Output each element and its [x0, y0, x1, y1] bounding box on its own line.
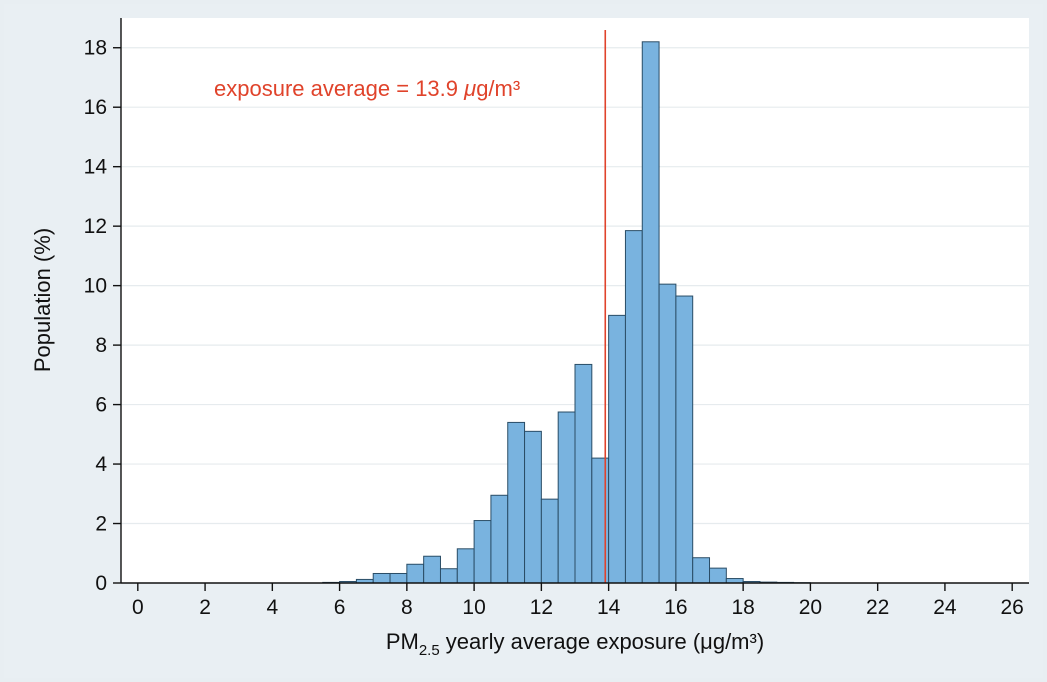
x-tick-label: 16 [664, 596, 687, 619]
y-tick-label: 14 [84, 156, 108, 179]
average-annotation: exposure average = 13.9 μg/m³ [214, 76, 520, 101]
histogram-bar [658, 283, 677, 584]
histogram-bar [641, 41, 660, 584]
x-tick-label: 18 [731, 596, 754, 619]
histogram-chart: exposure average = 13.9 μg/m³ 0246810121… [30, 18, 1029, 659]
y-tick-label: 6 [95, 394, 107, 417]
histogram-bar [692, 557, 711, 584]
x-axis-title-rest: yearly average exposure (μg/m³) [440, 629, 764, 654]
y-tick-label: 8 [95, 334, 107, 357]
histogram-bar [574, 363, 593, 584]
x-tick-label: 14 [597, 596, 621, 619]
x-ticks: 0 2 4 6 8 10 12 14 16 18 20 22 24 26 [132, 583, 1024, 619]
histogram-bar [591, 457, 610, 584]
histogram-bar [557, 411, 576, 584]
y-tick-label: 18 [84, 37, 107, 60]
x-tick-label: 12 [530, 596, 553, 619]
x-axis-title-main: PM [386, 629, 419, 654]
x-tick-label: 26 [1001, 596, 1024, 619]
histogram-bar [624, 230, 643, 584]
histogram-bar [540, 498, 559, 584]
histogram-bar [406, 563, 425, 584]
histogram-bar [423, 555, 441, 584]
x-tick-label: 0 [132, 596, 144, 619]
histogram-bar [608, 314, 626, 584]
annotation-unit-mu: μ [463, 76, 476, 101]
y-tick-label: 4 [95, 453, 107, 476]
bars [322, 41, 811, 584]
histogram-bar [507, 421, 526, 584]
x-tick-label: 8 [401, 596, 413, 619]
y-tick-label: 16 [84, 96, 107, 119]
annotation-unit-rest: g/m³ [476, 76, 520, 101]
histogram-bar [490, 494, 509, 584]
histogram-bar [389, 572, 408, 584]
y-axis-title: Population (%) [30, 228, 55, 372]
histogram-bar [675, 295, 694, 584]
y-tick-label: 10 [84, 275, 107, 298]
y-tick-label: 2 [95, 513, 107, 536]
histogram-bar [524, 430, 542, 584]
x-tick-label: 24 [933, 596, 957, 619]
histogram-bar [439, 568, 458, 584]
x-tick-label: 2 [199, 596, 211, 619]
x-axis-title: PM2.5 yearly average exposure (μg/m³) [386, 629, 764, 659]
y-ticks: 0 2 4 6 8 10 12 14 16 18 [84, 37, 121, 595]
histogram-bar [709, 567, 727, 584]
y-tick-label: 12 [84, 215, 107, 238]
x-tick-label: 6 [334, 596, 346, 619]
y-tick-label: 0 [95, 572, 107, 595]
annotation-prefix: exposure average = 13.9 [214, 76, 464, 101]
x-tick-label: 22 [866, 596, 889, 619]
x-tick-label: 4 [266, 596, 278, 619]
x-tick-label: 10 [462, 596, 485, 619]
histogram-bar [456, 548, 475, 584]
histogram-bar [372, 572, 391, 584]
chart-frame: exposure average = 13.9 μg/m³ 0 2 4 6 8 10 12 1… [4, 4, 1043, 678]
x-tick-label: 20 [799, 596, 822, 619]
x-axis-title-subscript: 2.5 [419, 642, 440, 659]
histogram-bar [473, 520, 492, 584]
